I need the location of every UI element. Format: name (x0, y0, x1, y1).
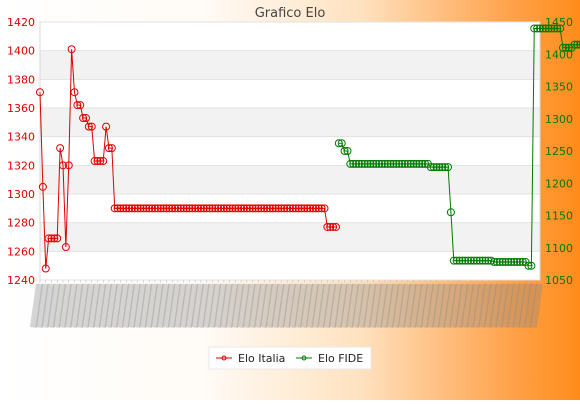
left-tick-label: 1260 (7, 245, 35, 258)
legend-label-italia: Elo Italia (238, 352, 285, 365)
right-tick-label: 1200 (545, 177, 573, 190)
plot-band (40, 223, 540, 252)
plot-band (40, 165, 540, 194)
right-tick-label: 1350 (545, 81, 573, 94)
plot-band (40, 51, 540, 80)
right-tick-label: 1150 (545, 210, 573, 223)
left-tick-label: 1340 (7, 131, 35, 144)
legend-label-fide: Elo FIDE (318, 352, 363, 365)
left-y-axis: 1240 1260 1280 1300 1320 1340 1360 1380 1400 1420 (7, 16, 35, 287)
left-tick-label: 1420 (7, 16, 35, 29)
right-tick-label: 1300 (545, 113, 573, 126)
plot-band (40, 108, 540, 137)
x-tick-labels (30, 280, 543, 328)
right-tick-label: 1250 (545, 145, 573, 158)
left-tick-label: 1380 (7, 73, 35, 86)
left-tick-label: 1400 (7, 45, 35, 58)
legend: Elo Italia Elo FIDE (209, 347, 371, 369)
left-tick-label: 1360 (7, 102, 35, 115)
left-tick-label: 1300 (7, 188, 35, 201)
right-tick-label: 1100 (545, 242, 573, 255)
left-tick-label: 1320 (7, 159, 35, 172)
left-tick-label: 1240 (7, 274, 35, 287)
right-tick-label: 1050 (545, 274, 573, 287)
plot-area (40, 22, 540, 280)
chart-title: Grafico Elo (255, 6, 326, 21)
left-tick-label: 1280 (7, 217, 35, 230)
